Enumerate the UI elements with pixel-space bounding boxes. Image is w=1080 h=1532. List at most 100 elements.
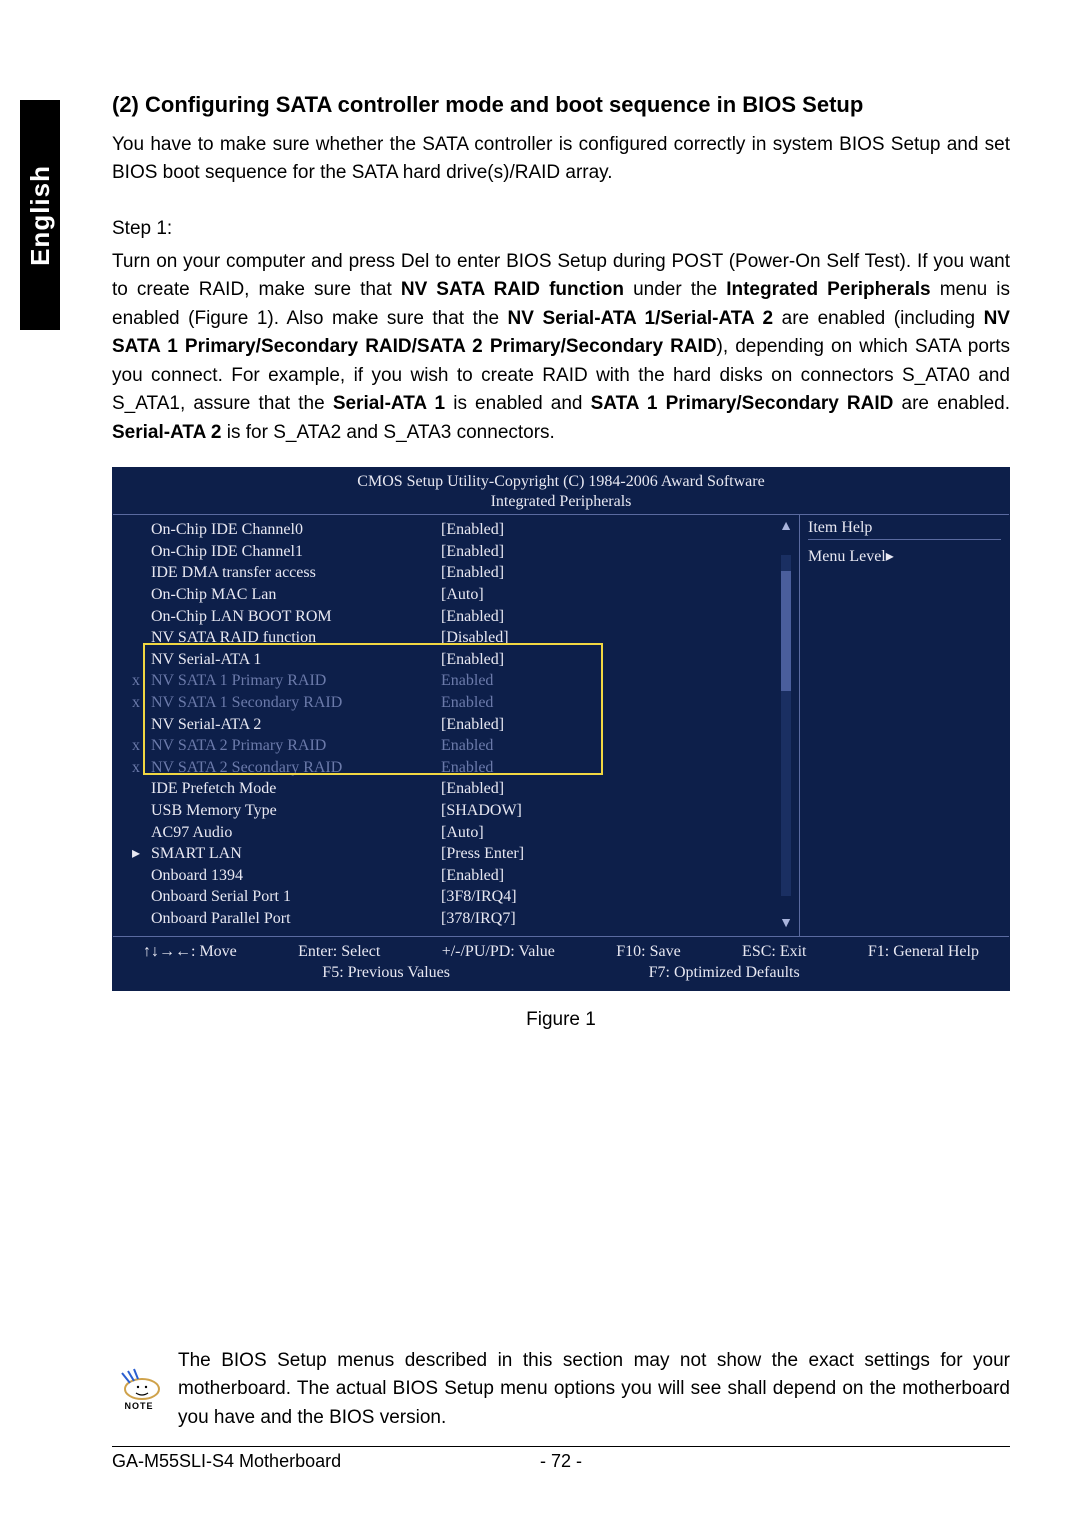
bios-row: NV Serial-ATA 2[Enabled] bbox=[121, 714, 791, 736]
key-value: +/-/PU/PD: Value bbox=[442, 941, 555, 963]
page-footer: GA-M55SLI-S4 Motherboard - 72 - bbox=[112, 1446, 1010, 1472]
row-mark: x bbox=[121, 757, 151, 779]
bios-row: IDE DMA transfer access[Enabled] bbox=[121, 562, 791, 584]
row-label: NV Serial-ATA 2 bbox=[151, 714, 441, 736]
row-label: USB Memory Type bbox=[151, 800, 441, 822]
figure-caption: Figure 1 bbox=[112, 1009, 1010, 1031]
bios-row: Onboard Parallel Port[378/IRQ7] bbox=[121, 908, 791, 930]
row-label: NV SATA 1 Secondary RAID bbox=[151, 692, 441, 714]
footer-model: GA-M55SLI-S4 Motherboard bbox=[112, 1451, 341, 1472]
row-label: NV Serial-ATA 1 bbox=[151, 649, 441, 671]
row-value: [Enabled] bbox=[441, 778, 504, 800]
row-value: [Disabled] bbox=[441, 627, 509, 649]
row-value: [Auto] bbox=[441, 584, 484, 606]
bios-row: ▸SMART LAN[Press Enter] bbox=[121, 843, 791, 865]
row-label: NV SATA RAID function bbox=[151, 627, 441, 649]
row-value: [Enabled] bbox=[441, 714, 504, 736]
row-mark bbox=[121, 562, 151, 584]
row-value: [Press Enter] bbox=[441, 843, 524, 865]
row-value: [Enabled] bbox=[441, 606, 504, 628]
key-move: ↑↓→←: Move bbox=[143, 941, 237, 963]
bios-row: Onboard 1394[Enabled] bbox=[121, 865, 791, 887]
row-label: On-Chip IDE Channel1 bbox=[151, 541, 441, 563]
row-label: On-Chip IDE Channel0 bbox=[151, 519, 441, 541]
footer-page: - 72 - bbox=[540, 1451, 582, 1472]
bios-row: AC97 Audio[Auto] bbox=[121, 822, 791, 844]
row-label: Onboard Serial Port 1 bbox=[151, 886, 441, 908]
row-value: [Enabled] bbox=[441, 649, 504, 671]
key-save: F10: Save bbox=[616, 941, 680, 963]
bios-footer: ↑↓→←: Move Enter: Select +/-/PU/PD: Valu… bbox=[113, 937, 1009, 990]
bios-row: xNV SATA 2 Primary RAIDEnabled bbox=[121, 735, 791, 757]
note-icon: NOTE bbox=[112, 1367, 166, 1411]
intro-paragraph: You have to make sure whether the SATA c… bbox=[112, 131, 1010, 188]
row-value: Enabled bbox=[441, 692, 493, 714]
row-label: IDE DMA transfer access bbox=[151, 562, 441, 584]
row-label: Onboard 1394 bbox=[151, 865, 441, 887]
row-value: Enabled bbox=[441, 735, 493, 757]
row-label: SMART LAN bbox=[151, 843, 441, 865]
row-label: NV SATA 2 Primary RAID bbox=[151, 735, 441, 757]
bios-menu: ▲ ▼ On-Chip IDE Channel0[Enabled]On-Chip… bbox=[113, 515, 799, 935]
bios-row: xNV SATA 2 Secondary RAIDEnabled bbox=[121, 757, 791, 779]
note-block: NOTE The BIOS Setup menus described in t… bbox=[112, 1347, 1010, 1433]
main-content: (2) Configuring SATA controller mode and… bbox=[112, 90, 1010, 1031]
row-mark bbox=[121, 865, 151, 887]
language-tab: English bbox=[20, 100, 60, 330]
key-opt: F7: Optimized Defaults bbox=[649, 962, 800, 984]
row-label: IDE Prefetch Mode bbox=[151, 778, 441, 800]
row-value: [Auto] bbox=[441, 822, 484, 844]
row-label: On-Chip MAC Lan bbox=[151, 584, 441, 606]
row-mark bbox=[121, 800, 151, 822]
note-text: The BIOS Setup menus described in this s… bbox=[178, 1347, 1010, 1433]
row-label: NV SATA 1 Primary RAID bbox=[151, 670, 441, 692]
bios-screenshot: CMOS Setup Utility-Copyright (C) 1984-20… bbox=[112, 467, 1010, 990]
row-mark bbox=[121, 627, 151, 649]
row-mark bbox=[121, 584, 151, 606]
bios-row: IDE Prefetch Mode[Enabled] bbox=[121, 778, 791, 800]
row-value: [Enabled] bbox=[441, 519, 504, 541]
bios-help-panel: Item Help Menu Level▸ bbox=[799, 515, 1009, 935]
bios-row: On-Chip IDE Channel0[Enabled] bbox=[121, 519, 791, 541]
bios-row: On-Chip LAN BOOT ROM[Enabled] bbox=[121, 606, 791, 628]
key-select: Enter: Select bbox=[298, 941, 380, 963]
bios-title: CMOS Setup Utility-Copyright (C) 1984-20… bbox=[113, 468, 1009, 515]
row-value: [378/IRQ7] bbox=[441, 908, 516, 930]
row-value: Enabled bbox=[441, 670, 493, 692]
bios-row: On-Chip IDE Channel1[Enabled] bbox=[121, 541, 791, 563]
row-mark: ▸ bbox=[121, 843, 151, 865]
row-mark: x bbox=[121, 692, 151, 714]
row-value: [Enabled] bbox=[441, 562, 504, 584]
row-label: Onboard Parallel Port bbox=[151, 908, 441, 930]
key-prev: F5: Previous Values bbox=[322, 962, 450, 984]
bios-row: On-Chip MAC Lan[Auto] bbox=[121, 584, 791, 606]
help-menu-level: Menu Level▸ bbox=[808, 546, 1001, 566]
row-mark bbox=[121, 606, 151, 628]
bios-row: NV Serial-ATA 1[Enabled] bbox=[121, 649, 791, 671]
row-mark bbox=[121, 822, 151, 844]
row-mark bbox=[121, 541, 151, 563]
row-mark bbox=[121, 886, 151, 908]
row-mark bbox=[121, 714, 151, 736]
note-label: NOTE bbox=[112, 1401, 166, 1411]
row-mark bbox=[121, 778, 151, 800]
row-label: NV SATA 2 Secondary RAID bbox=[151, 757, 441, 779]
row-mark bbox=[121, 908, 151, 930]
key-help: F1: General Help bbox=[868, 941, 979, 963]
section-heading: (2) Configuring SATA controller mode and… bbox=[112, 90, 1010, 121]
bios-row: xNV SATA 1 Secondary RAIDEnabled bbox=[121, 692, 791, 714]
bios-row: USB Memory Type[SHADOW] bbox=[121, 800, 791, 822]
row-value: [Enabled] bbox=[441, 541, 504, 563]
row-mark bbox=[121, 519, 151, 541]
key-exit: ESC: Exit bbox=[742, 941, 806, 963]
help-title: Item Help bbox=[808, 519, 1001, 540]
bios-row: Onboard Serial Port 1[3F8/IRQ4] bbox=[121, 886, 791, 908]
step-paragraph: Turn on your computer and press Del to e… bbox=[112, 248, 1010, 448]
step-label: Step 1: bbox=[112, 218, 1010, 240]
row-mark bbox=[121, 649, 151, 671]
row-value: [SHADOW] bbox=[441, 800, 522, 822]
bios-row: xNV SATA 1 Primary RAIDEnabled bbox=[121, 670, 791, 692]
row-mark: x bbox=[121, 735, 151, 757]
row-label: AC97 Audio bbox=[151, 822, 441, 844]
row-value: [3F8/IRQ4] bbox=[441, 886, 517, 908]
